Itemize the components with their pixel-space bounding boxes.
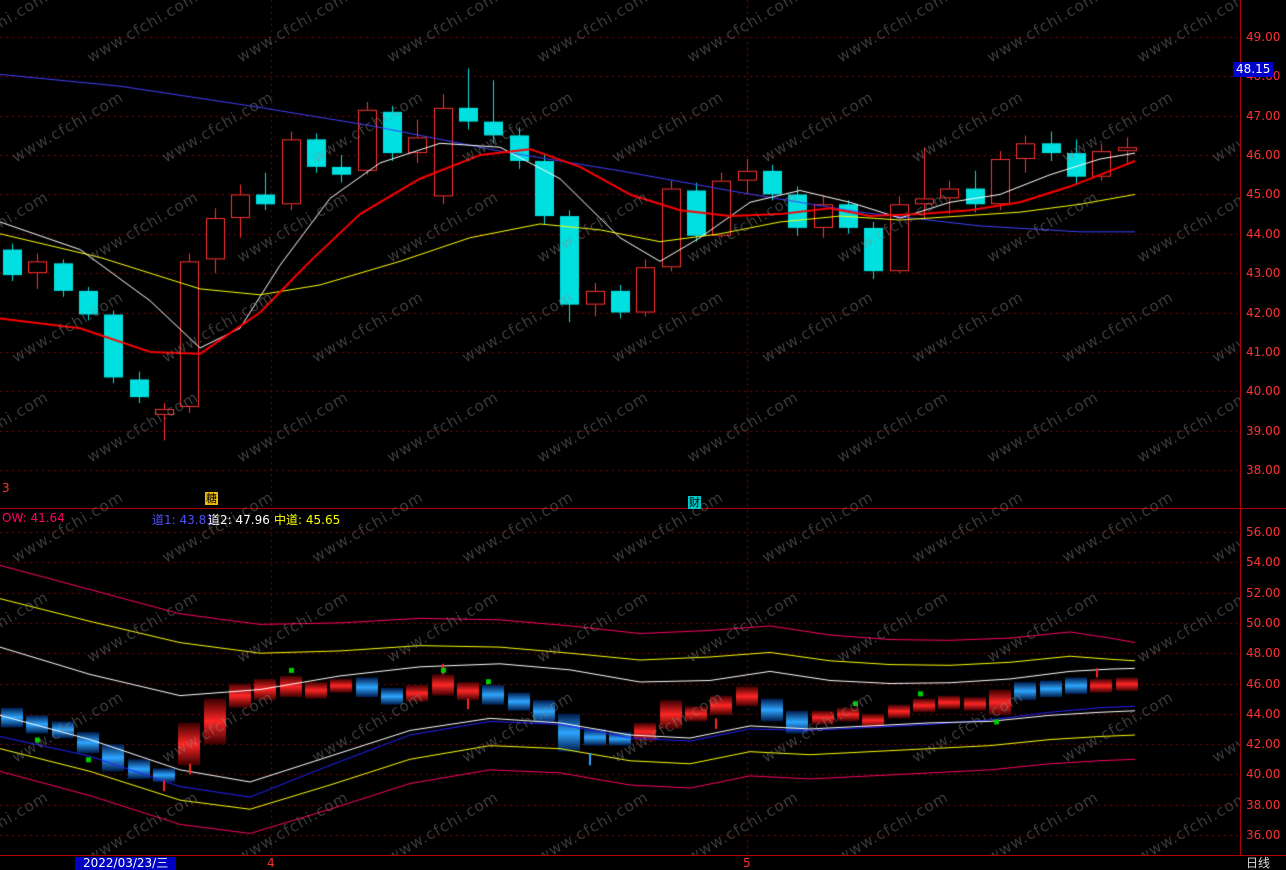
period-label: 日线 (1246, 856, 1271, 870)
price-axis-label: 44.00 (1246, 707, 1281, 721)
price-axis-label: 56.00 (1246, 525, 1281, 539)
time-axis: 2022/03/23/三 4 5 日线 (0, 855, 1286, 870)
price-axis-label: 38.00 (1246, 463, 1281, 477)
price-axis-label: 38.00 (1246, 798, 1281, 812)
price-axis-label: 41.00 (1246, 345, 1281, 359)
price-axis-label: 46.00 (1246, 148, 1281, 162)
price-axis-label: 39.00 (1246, 424, 1281, 438)
price-axis-label: 54.00 (1246, 555, 1281, 569)
last-price-tag: 48.15 (1233, 62, 1274, 77)
price-axis-label: 52.00 (1246, 586, 1281, 600)
month-label: 4 (267, 856, 275, 870)
indicator-value: 道1: 43.81 (152, 513, 214, 527)
indicator-value: 道2: 47.96 (208, 513, 270, 527)
price-axis-label: 44.00 (1246, 227, 1281, 241)
price-axis-label: 40.00 (1246, 384, 1281, 398)
price-axis-label: 48.00 (1246, 646, 1281, 660)
indicator-value: 中道: 45.65 (274, 513, 341, 527)
main-kline-chart[interactable] (0, 0, 1240, 510)
price-axis-label: 49.00 (1246, 30, 1281, 44)
indicator-value: OW: 41.64 (2, 511, 65, 525)
price-axis-line (1240, 0, 1241, 870)
price-axis-label: 45.00 (1246, 187, 1281, 201)
price-axis-label: 43.00 (1246, 266, 1281, 280)
event-marker-tag[interactable]: 糖 (205, 492, 218, 505)
month-label: 5 (743, 856, 751, 870)
price-axis-label: 40.00 (1246, 767, 1281, 781)
price-axis-label: 42.00 (1246, 306, 1281, 320)
panel-separator (0, 508, 1286, 509)
price-axis-label: 46.00 (1246, 677, 1281, 691)
price-axis-label: 36.00 (1246, 828, 1281, 842)
price-axis-label: 50.00 (1246, 616, 1281, 630)
event-marker-tag[interactable]: 财 (688, 496, 701, 509)
month-label-march: 3 (2, 481, 10, 495)
price-axis-label: 47.00 (1246, 109, 1281, 123)
channel-indicator-chart[interactable] (0, 510, 1240, 855)
price-axis-label: 42.00 (1246, 737, 1281, 751)
cursor-date-tag: 2022/03/23/三 (75, 857, 177, 870)
